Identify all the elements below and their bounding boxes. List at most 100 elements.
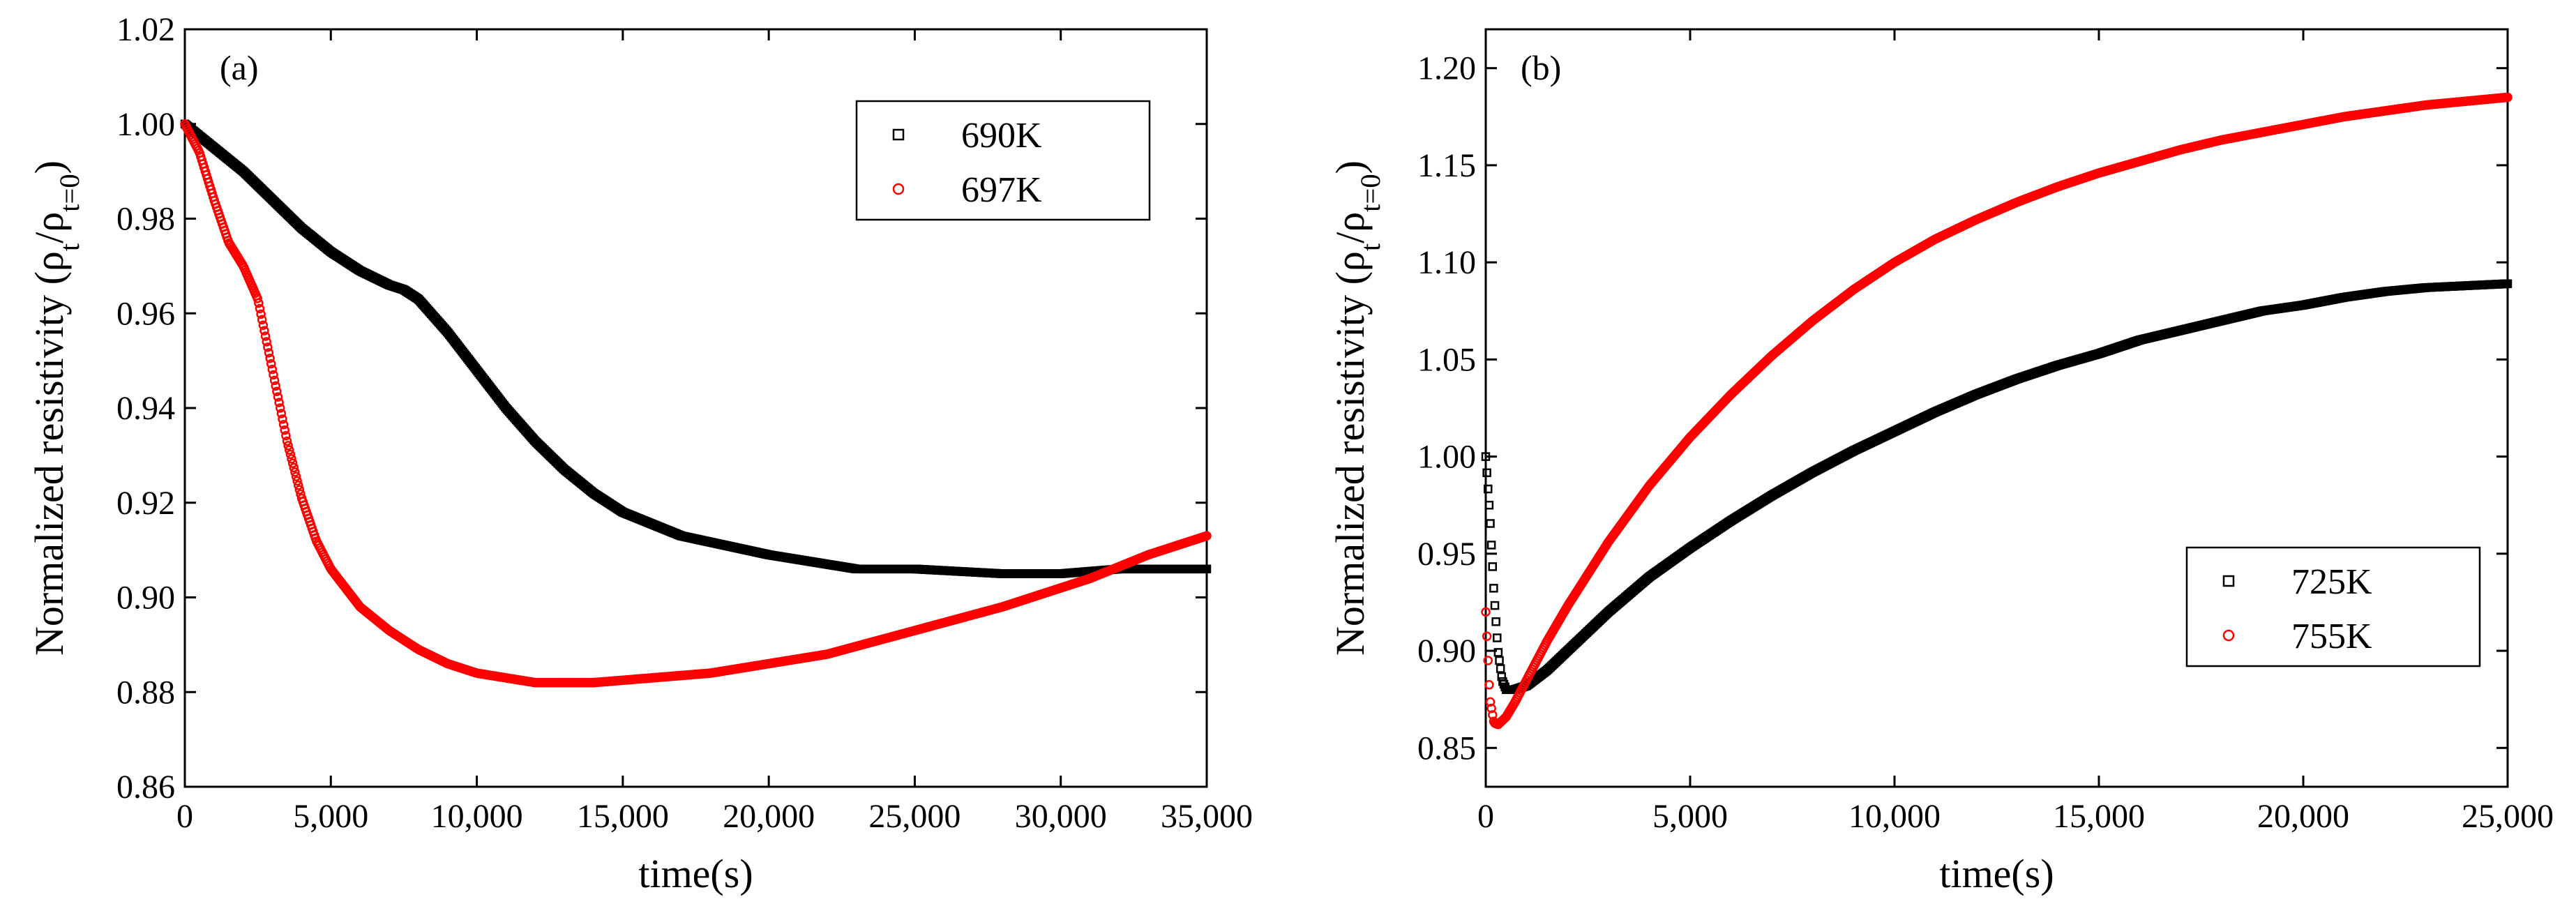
chart-panel-b: 0 5,000 10,000 15,000 20,000 25,000 0.85 0.90 0.… xyxy=(1327,28,2554,896)
data-point xyxy=(269,370,278,380)
data-point xyxy=(254,298,264,308)
data-point xyxy=(1482,468,1491,478)
data-point xyxy=(1491,617,1500,626)
data-point xyxy=(1482,631,1492,641)
legend-label: 697K xyxy=(961,170,1042,210)
data-point xyxy=(1202,564,1212,574)
data-point xyxy=(264,348,274,358)
data-point xyxy=(281,430,291,441)
data-point xyxy=(275,403,285,413)
x-tick-label: 15,000 xyxy=(577,798,669,835)
data-point xyxy=(1488,562,1498,571)
data-point xyxy=(1488,710,1498,720)
data-point xyxy=(274,398,284,407)
data-point xyxy=(1484,680,1494,690)
y-tick-label: 1.02 xyxy=(116,11,175,48)
y-tick-label: 0.90 xyxy=(1417,633,1476,670)
data-point xyxy=(285,445,294,455)
data-point xyxy=(272,386,282,396)
data-point xyxy=(263,342,273,352)
data-point xyxy=(259,326,269,335)
y-tick-label: 0.96 xyxy=(116,295,175,332)
data-point xyxy=(271,381,280,391)
data-point xyxy=(258,320,269,330)
y-axis-label: Normalized resistivity (ρt/ρt=0) xyxy=(1327,160,1386,656)
panel-label: (b) xyxy=(1521,48,1561,87)
data-point xyxy=(285,449,296,460)
series-725K xyxy=(1481,279,2513,695)
series-755K xyxy=(1481,92,2513,730)
data-point xyxy=(1481,607,1491,617)
legend-marker xyxy=(2222,629,2235,642)
data-point xyxy=(1486,703,1496,714)
panel-label: (a) xyxy=(220,48,259,87)
x-tick-label: 20,000 xyxy=(723,798,815,835)
legend-box xyxy=(855,100,1151,221)
y-tick-label: 0.94 xyxy=(116,390,175,427)
y-tick-label: 0.85 xyxy=(1417,730,1476,767)
data-point xyxy=(287,454,296,464)
data-point xyxy=(290,467,300,477)
y-tick-label: 0.90 xyxy=(116,580,175,617)
data-point xyxy=(1496,664,1505,673)
data-point xyxy=(269,375,280,386)
series-690K xyxy=(180,119,1212,578)
x-tick-label: 35,000 xyxy=(1161,798,1253,835)
y-tick-label: 0.92 xyxy=(116,485,175,522)
data-point xyxy=(1486,541,1496,550)
x-tick-label: 30,000 xyxy=(1015,798,1107,835)
data-point xyxy=(280,425,289,435)
x-tick-label: 15,000 xyxy=(2053,798,2145,835)
data-point xyxy=(1490,601,1500,610)
data-point xyxy=(1495,656,1504,665)
y-tick-label: 1.00 xyxy=(116,106,175,143)
x-tick-label: 10,000 xyxy=(1848,798,1941,835)
data-point xyxy=(257,315,267,325)
data-point xyxy=(256,309,266,319)
legend-marker xyxy=(2222,575,2235,587)
data-point xyxy=(255,303,265,314)
data-point xyxy=(267,364,278,375)
data-point xyxy=(1481,452,1491,461)
data-point xyxy=(294,481,303,490)
data-point xyxy=(253,294,262,303)
y-tick-label: 0.95 xyxy=(1417,536,1476,573)
x-axis-label: time(s) xyxy=(1939,851,2054,896)
x-axis-label: time(s) xyxy=(638,851,753,896)
data-point xyxy=(265,353,275,363)
data-point xyxy=(1483,656,1493,665)
data-point xyxy=(1484,484,1493,494)
y-tick-label: 0.98 xyxy=(116,201,175,238)
data-point xyxy=(1493,633,1502,642)
chart-panel-a: 0 5,000 10,000 15,000 20,000 25,000 30,000 35,0… xyxy=(27,11,1253,896)
y-axis-label: Normalized resistivity (ρt/ρt=0) xyxy=(27,160,85,656)
y-tick-label: 1.15 xyxy=(1417,147,1476,184)
legend-marker xyxy=(892,183,905,195)
y-tick-label: 0.86 xyxy=(116,769,175,806)
legend-label: 690K xyxy=(961,116,1042,156)
y-tick-label: 1.00 xyxy=(1417,439,1476,476)
legend-label: 725K xyxy=(2291,562,2372,602)
data-point xyxy=(289,462,299,473)
legend: 690K 697K xyxy=(855,100,1151,221)
legend-label: 755K xyxy=(2291,617,2372,656)
data-point xyxy=(2503,279,2513,289)
data-point xyxy=(2503,92,2513,103)
data-point xyxy=(287,458,298,468)
legend-marker xyxy=(892,128,905,141)
data-point xyxy=(1489,584,1498,593)
data-point xyxy=(1485,697,1496,707)
x-tick-label: 0 xyxy=(1477,798,1494,835)
data-point xyxy=(278,414,287,424)
data-point xyxy=(1486,519,1495,528)
x-tick-label: 5,000 xyxy=(1652,798,1728,835)
data-point xyxy=(1202,531,1212,541)
y-tick-label: 1.05 xyxy=(1417,341,1476,378)
x-tick-label: 5,000 xyxy=(293,798,368,835)
data-point xyxy=(260,331,271,341)
data-point xyxy=(282,436,292,446)
data-point xyxy=(1493,648,1503,657)
data-point xyxy=(1484,500,1494,510)
x-tick-label: 25,000 xyxy=(2462,798,2554,835)
